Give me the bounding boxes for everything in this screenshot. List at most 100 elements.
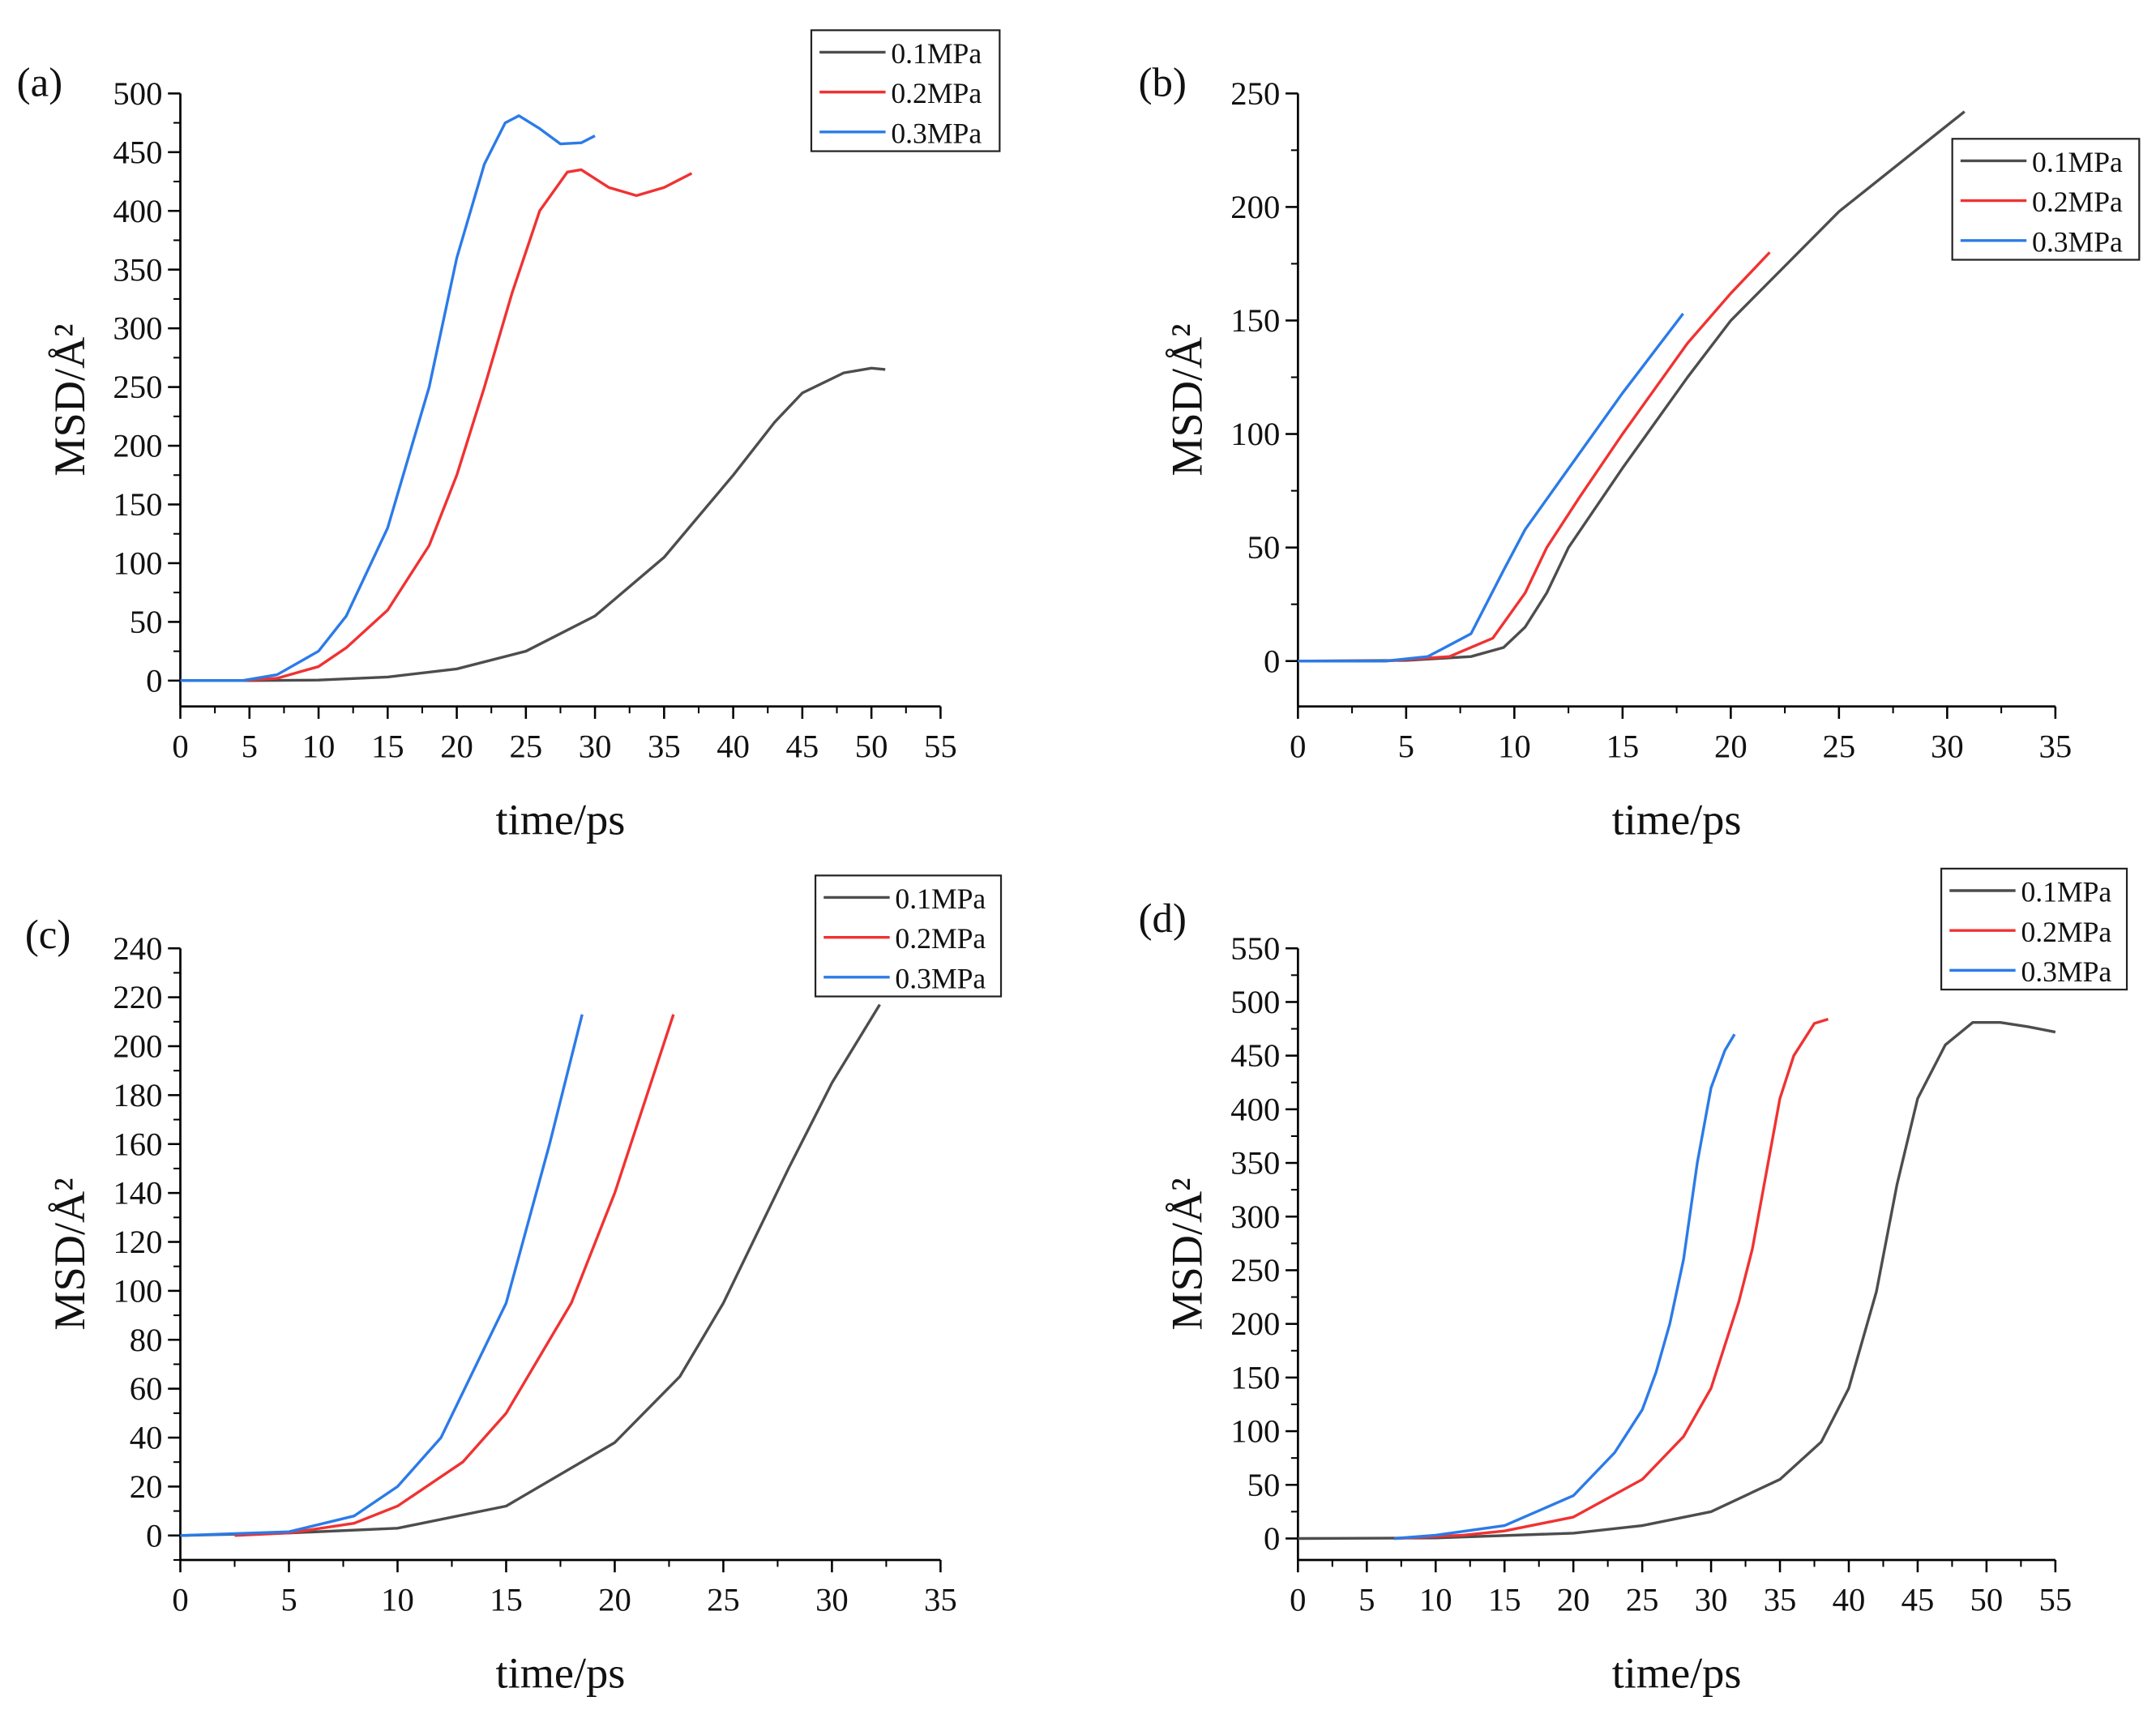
x-tick-label: 10 (1419, 1582, 1452, 1618)
x-tick-label: 35 (2039, 728, 2073, 764)
y-tick-label: 150 (1230, 302, 1280, 339)
y-tick-label: 50 (130, 604, 163, 640)
y-axis-title: MSD/Å² (1163, 323, 1212, 476)
y-tick-label: 60 (130, 1370, 163, 1407)
y-tick-label: 100 (1230, 1413, 1280, 1450)
panel-label: (a) (17, 61, 62, 106)
y-tick-label: 0 (1264, 1520, 1280, 1557)
y-tick-label: 500 (1230, 984, 1280, 1020)
x-tick-label: 30 (815, 1582, 849, 1618)
x-tick-label: 55 (924, 728, 957, 764)
x-tick-label: 45 (1901, 1582, 1935, 1618)
y-tick-label: 160 (113, 1126, 162, 1162)
y-tick-label: 200 (1230, 189, 1280, 225)
series-line-0.1MPa (1298, 1020, 2056, 1541)
panel-a: 0 5 10 15 20 25 30 35 40 45 50 55 0 50 100 150 200 250 300… (17, 29, 1001, 844)
y-tick-label: 250 (1230, 1252, 1280, 1288)
y-tick-label: 450 (113, 134, 162, 170)
series-line-0.3MPa (1394, 1033, 1736, 1541)
x-tick-label: 35 (924, 1582, 957, 1618)
legend-label: 0.1MPa (891, 37, 982, 70)
legend: 0.1MPa 0.2MPa 0.3MPa (810, 29, 1001, 152)
x-tick-label: 30 (579, 728, 612, 764)
x-tick-label: 35 (648, 728, 681, 764)
legend-label: 0.2MPa (2032, 186, 2123, 218)
legend-label: 0.3MPa (895, 962, 986, 994)
x-tick-label: 30 (1695, 1582, 1728, 1618)
panel-d: 0 5 10 15 20 25 30 35 40 45 50 55050100150200250300… (1139, 867, 2128, 1698)
y-tick-label: 150 (113, 486, 162, 523)
x-tick-label: 50 (1970, 1582, 2004, 1618)
legend-label: 0.1MPa (895, 883, 986, 915)
y-tick-label: 50 (1247, 1467, 1281, 1503)
x-axis-title: time/ps (496, 1649, 626, 1698)
x-axis-title: time/ps (496, 795, 626, 844)
x-tick-label: 50 (855, 728, 888, 764)
y-tick-label: 300 (113, 310, 162, 347)
x-tick-label: 25 (707, 1582, 740, 1618)
panel-label: (b) (1139, 61, 1187, 106)
y-axis-title: MSD/Å² (45, 1178, 94, 1331)
x-tick-label: 10 (1498, 728, 1531, 764)
legend-label: 0.3MPa (891, 117, 982, 149)
series-line-0.1MPa (180, 1003, 881, 1537)
legend-label: 0.1MPa (2021, 876, 2111, 908)
y-tick-label: 200 (1230, 1306, 1280, 1342)
x-tick-label: 20 (598, 1582, 631, 1618)
x-tick-label: 20 (440, 728, 473, 764)
legend: 0.1MPa 0.2MPa 0.3MPa (1951, 138, 2141, 261)
y-tick-label: 300 (1230, 1199, 1280, 1235)
y-tick-label: 550 (1230, 930, 1280, 967)
y-tick-label: 200 (113, 1028, 162, 1065)
x-tick-label: 5 (280, 1582, 297, 1618)
y-tick-label: 250 (113, 369, 162, 405)
x-tick-label: 15 (371, 728, 404, 764)
x-tick-label: 5 (1358, 1582, 1375, 1618)
series-line-0.2MPa (1384, 251, 1771, 663)
series-line-0.3MPa (180, 114, 596, 682)
y-axis-title: MSD/Å² (1163, 1178, 1212, 1331)
x-tick-label: 30 (1931, 728, 1964, 764)
y-tick-label: 100 (113, 545, 162, 582)
x-tick-label: 25 (509, 728, 542, 764)
x-tick-label: 0 (1290, 1582, 1306, 1618)
x-tick-label: 0 (1290, 728, 1306, 764)
y-axis-title: MSD/Å² (45, 323, 94, 476)
y-tick-label: 350 (1230, 1145, 1280, 1182)
y-tick-label: 0 (146, 662, 162, 699)
x-axis-title: time/ps (1612, 1649, 1742, 1698)
y-tick-label: 250 (1230, 75, 1280, 112)
x-tick-label: 5 (1398, 728, 1414, 764)
y-tick-label: 100 (113, 1272, 162, 1309)
legend-label: 0.3MPa (2032, 225, 2123, 258)
legend-label: 0.1MPa (2032, 146, 2123, 178)
panel-b: 0 5 10 15 20 25 30 35 0 50 100 150 200 250 time/ps MSD/… (1139, 61, 2141, 844)
x-tick-label: 15 (1488, 1582, 1521, 1618)
y-tick-label: 450 (1230, 1037, 1280, 1074)
x-tick-label: 15 (1606, 728, 1640, 764)
series-line-0.2MPa (242, 168, 693, 682)
series-line-0.3MPa (180, 1014, 584, 1537)
series-line-0.2MPa (234, 1014, 675, 1537)
y-tick-label: 500 (113, 75, 162, 112)
y-tick-label: 200 (113, 428, 162, 464)
series-line-0.2MPa (1394, 1017, 1829, 1541)
legend: 0.1MPa 0.2MPa 0.3MPa (814, 874, 1003, 998)
x-tick-label: 25 (1626, 1582, 1659, 1618)
x-tick-label: 35 (1764, 1582, 1797, 1618)
y-tick-label: 120 (113, 1224, 162, 1260)
y-tick-label: 240 (113, 930, 162, 967)
x-tick-label: 25 (1823, 728, 1856, 764)
x-tick-label: 10 (381, 1582, 414, 1618)
y-tick-label: 50 (1247, 529, 1281, 566)
y-tick-label: 40 (130, 1420, 163, 1456)
y-tick-label: 20 (130, 1468, 163, 1505)
y-tick-label: 80 (130, 1322, 163, 1358)
x-tick-label: 10 (302, 728, 336, 764)
x-tick-label: 20 (1557, 1582, 1590, 1618)
x-axis-title: time/ps (1612, 795, 1742, 844)
y-tick-label: 140 (113, 1175, 162, 1212)
y-tick-label: 220 (113, 979, 162, 1015)
y-tick-label: 400 (113, 193, 162, 229)
